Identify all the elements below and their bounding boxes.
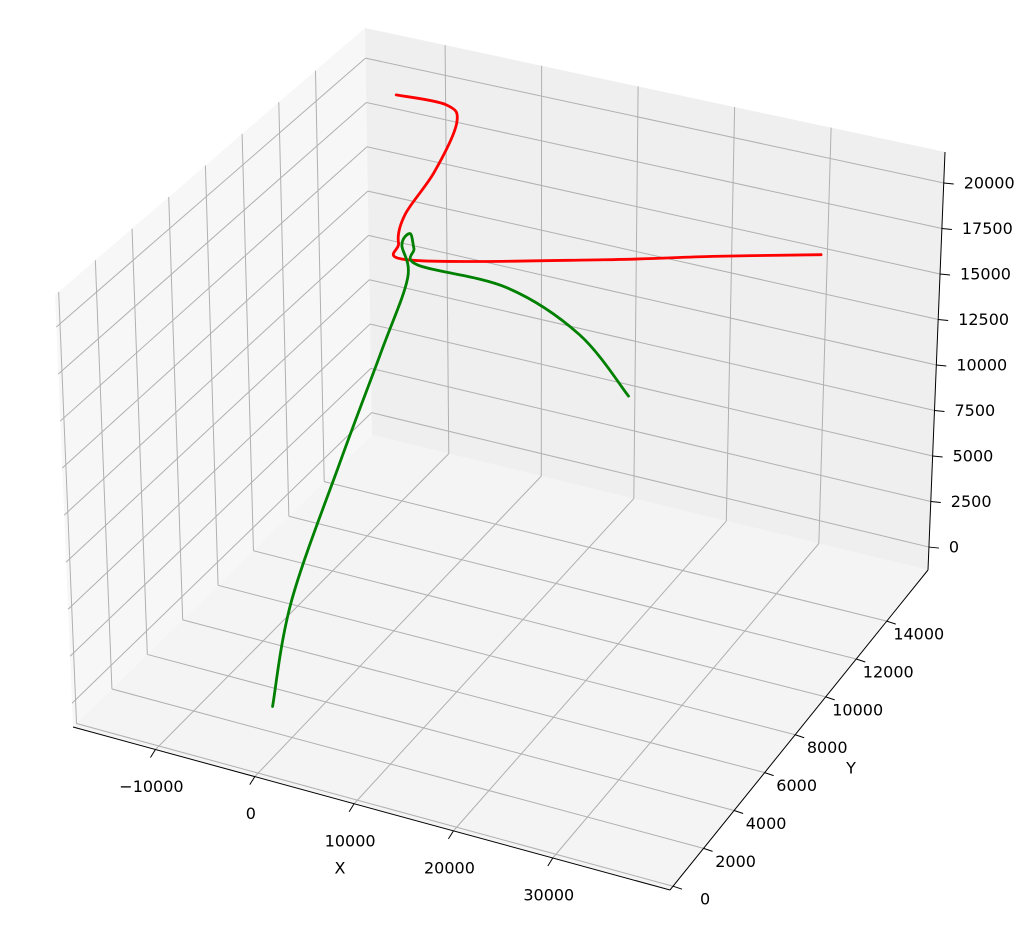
floor-pane (73, 435, 928, 890)
x-tick-label: 20000 (424, 858, 475, 877)
grid-line (367, 190, 939, 320)
y-tick-label: 12000 (863, 662, 914, 681)
grid-line (552, 543, 820, 859)
grid-line (71, 412, 372, 704)
back-pane (365, 28, 945, 570)
grid-line (365, 57, 944, 184)
y-tick-mark (733, 809, 744, 814)
grid-line (168, 197, 184, 620)
grid-line (366, 146, 941, 275)
grid-line (278, 102, 290, 517)
grid-line (369, 323, 933, 457)
grid-line (61, 190, 369, 469)
grid-line (182, 619, 765, 774)
grid-line (131, 228, 148, 655)
grid-line (204, 165, 219, 586)
z-tick-label: 15000 (960, 264, 1011, 283)
x-axis-line (72, 726, 671, 891)
y-tick-mark (703, 847, 713, 852)
trajectory-line (271, 232, 630, 708)
grid-line (366, 101, 942, 229)
grid-line (67, 323, 371, 610)
y-tick-mark (764, 772, 774, 777)
grid-line (353, 498, 635, 805)
z-tick-label: 7500 (954, 401, 995, 420)
z-tick-mark (939, 273, 951, 276)
grid-line (370, 367, 931, 503)
grid-line (58, 291, 78, 724)
z-tick-mark (934, 410, 945, 413)
grid-line (155, 453, 450, 750)
z-tick-label: 20000 (964, 173, 1015, 192)
y-tick-mark (672, 885, 683, 890)
y-axis-line (669, 569, 929, 891)
grid-line (253, 550, 826, 698)
z-tick-label: 12500 (958, 310, 1009, 329)
y-tick-label: 8000 (807, 738, 848, 757)
x-tick-mark (348, 803, 355, 813)
y-tick-mark (795, 734, 805, 739)
z-axis-line (927, 151, 946, 571)
y-tick-mark (825, 696, 835, 701)
z-tick-label: 5000 (953, 447, 994, 466)
x-tick-mark (249, 776, 256, 785)
grid-line (725, 107, 736, 522)
x-tick-mark (150, 749, 156, 758)
x-tick-mark (448, 830, 454, 840)
grid-line (371, 412, 930, 548)
x-tick-label: 10000 (325, 831, 376, 850)
y-tick-mark (886, 620, 896, 625)
grid-line (241, 133, 254, 551)
y-axis-label: Y (845, 759, 856, 778)
grid-line (69, 367, 372, 657)
grid-line (76, 723, 674, 887)
y-tick-label: 2000 (715, 852, 756, 871)
x-tick-label: 30000 (523, 885, 574, 904)
grid-line (94, 260, 113, 690)
z-tick-mark (943, 182, 954, 185)
z-tick-mark (938, 318, 949, 321)
y-tick-label: 4000 (746, 814, 787, 833)
x-tick-label: 0 (246, 804, 256, 823)
grid-line (65, 279, 370, 563)
grid-line (453, 520, 727, 832)
grid-line (217, 584, 796, 736)
z-tick-mark (928, 546, 939, 549)
grid-line (818, 127, 832, 544)
z-tick-label: 17500 (962, 219, 1013, 238)
grid-line (59, 146, 368, 422)
y-tick-label: 14000 (893, 625, 944, 644)
y-tick-label: 0 (700, 890, 710, 909)
y-tick-label: 10000 (832, 700, 883, 719)
grid-line (288, 515, 857, 660)
grid-line (57, 102, 367, 375)
x-tick-label: −10000 (119, 777, 183, 796)
grid-line (314, 70, 325, 482)
z-tick-mark (936, 364, 947, 367)
trajectory-line (391, 93, 823, 263)
grid-line (111, 688, 704, 849)
grid-line (56, 57, 366, 328)
grid-line (324, 481, 887, 622)
z-tick-label: 0 (949, 538, 959, 557)
grid-line (633, 86, 639, 499)
grid-line (444, 45, 450, 454)
grid-line (368, 234, 937, 366)
x-axis-label: X (335, 859, 346, 878)
grid-line (63, 235, 369, 516)
z-tick-label: 2500 (951, 492, 992, 511)
grid-line (369, 279, 935, 412)
z-tick-label: 10000 (956, 356, 1007, 375)
y-tick-label: 6000 (776, 776, 817, 795)
x-tick-mark (547, 857, 554, 867)
z-tick-mark (941, 227, 952, 230)
z-tick-mark (932, 455, 943, 458)
grid-line (254, 475, 542, 777)
grid-line (147, 653, 735, 811)
y-tick-mark (856, 658, 866, 663)
z-tick-mark (930, 501, 941, 504)
